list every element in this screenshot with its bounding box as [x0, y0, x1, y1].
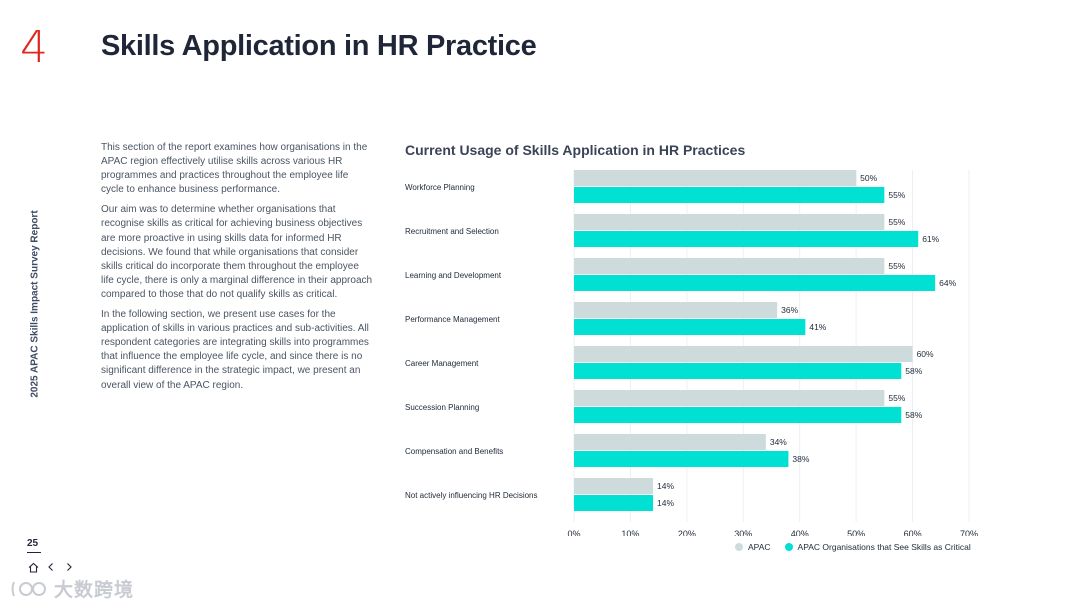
- bar-apac: [574, 170, 857, 186]
- category-label: Performance Management: [405, 315, 500, 324]
- bar-critical: [574, 495, 653, 511]
- page-number: 25: [27, 538, 39, 549]
- category-label: Compensation and Benefits: [405, 447, 503, 456]
- chart-title: Current Usage of Skills Application in H…: [405, 142, 746, 158]
- data-label: 61%: [922, 234, 939, 244]
- bar-chart: 0% 10% 20% 30% 40% 50% 60% 70% Workforce Plannin…: [405, 170, 978, 536]
- data-label: 58%: [905, 410, 922, 420]
- category-label: Not actively influencing HR Decisions: [405, 491, 538, 500]
- chevron-left-icon[interactable]: [45, 560, 57, 574]
- x-tick-label: 20%: [678, 529, 696, 536]
- x-tick-label: 40%: [791, 529, 809, 536]
- intro-text: This section of the report examines how …: [101, 141, 373, 399]
- bar-apac: [574, 390, 885, 406]
- bar-apac: [574, 302, 778, 318]
- bar-apac: [574, 434, 766, 450]
- data-label: 55%: [888, 217, 905, 227]
- data-label: 50%: [860, 173, 877, 183]
- data-label: 60%: [917, 349, 934, 359]
- bar-critical: [574, 275, 936, 291]
- bar-apac: [574, 214, 885, 230]
- bar-critical: [574, 187, 885, 203]
- category-label: Succession Planning: [405, 403, 479, 412]
- x-tick-label: 70%: [960, 529, 978, 536]
- category-label: Learning and Development: [405, 271, 502, 280]
- data-label: 34%: [770, 437, 787, 447]
- bar-critical: [574, 231, 919, 247]
- watermark: 大数跨境: [10, 575, 134, 602]
- legend-label-critical: APAC Organisations that See Skills as Cr…: [797, 542, 971, 552]
- data-label: 55%: [888, 261, 905, 271]
- report-side-label: 2025 APAC Skills Impact Survey Report: [29, 210, 41, 398]
- x-tick-label: 50%: [847, 529, 865, 536]
- data-label: 41%: [809, 322, 826, 332]
- intro-paragraph: Our aim was to determine whether organis…: [101, 204, 373, 300]
- intro-paragraph: This section of the report examines how …: [101, 142, 368, 196]
- data-label: 14%: [657, 481, 674, 491]
- bar-critical: [574, 407, 902, 423]
- watermark-logo-icon: [11, 581, 46, 596]
- legend-item-critical: APAC Organisations that See Skills as Cr…: [784, 542, 971, 552]
- section-number: 4: [20, 22, 48, 73]
- intro-paragraph: In the following section, we present use…: [101, 309, 369, 391]
- page-navigation: [27, 560, 75, 574]
- legend-label-apac: APAC: [748, 542, 771, 552]
- category-label: Career Management: [405, 359, 479, 368]
- legend-item-apac: APAC: [735, 542, 771, 552]
- data-label: 14%: [657, 498, 674, 508]
- chevron-right-icon[interactable]: [63, 560, 75, 574]
- page-number-rule: [27, 552, 41, 553]
- bar-apac: [574, 478, 653, 494]
- bar-critical: [574, 451, 789, 467]
- chart-legend: APAC APAC Organisations that See Skills …: [735, 542, 985, 552]
- data-label: 55%: [888, 190, 905, 200]
- x-tick-label: 30%: [734, 529, 752, 536]
- bar-apac: [574, 346, 913, 362]
- data-label: 36%: [781, 305, 798, 315]
- category-label: Workforce Planning: [405, 183, 475, 192]
- bar-apac: [574, 258, 885, 274]
- bar-critical: [574, 319, 806, 335]
- legend-swatch-apac: [735, 543, 743, 551]
- data-label: 38%: [792, 454, 809, 464]
- data-label: 58%: [905, 366, 922, 376]
- bar-critical: [574, 363, 902, 379]
- data-label: 64%: [939, 278, 956, 288]
- data-label: 55%: [888, 393, 905, 403]
- category-label: Recruitment and Selection: [405, 227, 499, 236]
- x-tick-label: 60%: [904, 529, 922, 536]
- home-icon[interactable]: [27, 560, 39, 574]
- x-tick-label: 0%: [567, 529, 580, 536]
- x-tick-label: 10%: [621, 529, 639, 536]
- watermark-text: 大数跨境: [54, 580, 135, 601]
- page-title: Skills Application in HR Practice: [101, 30, 537, 62]
- legend-swatch-critical: [784, 543, 793, 551]
